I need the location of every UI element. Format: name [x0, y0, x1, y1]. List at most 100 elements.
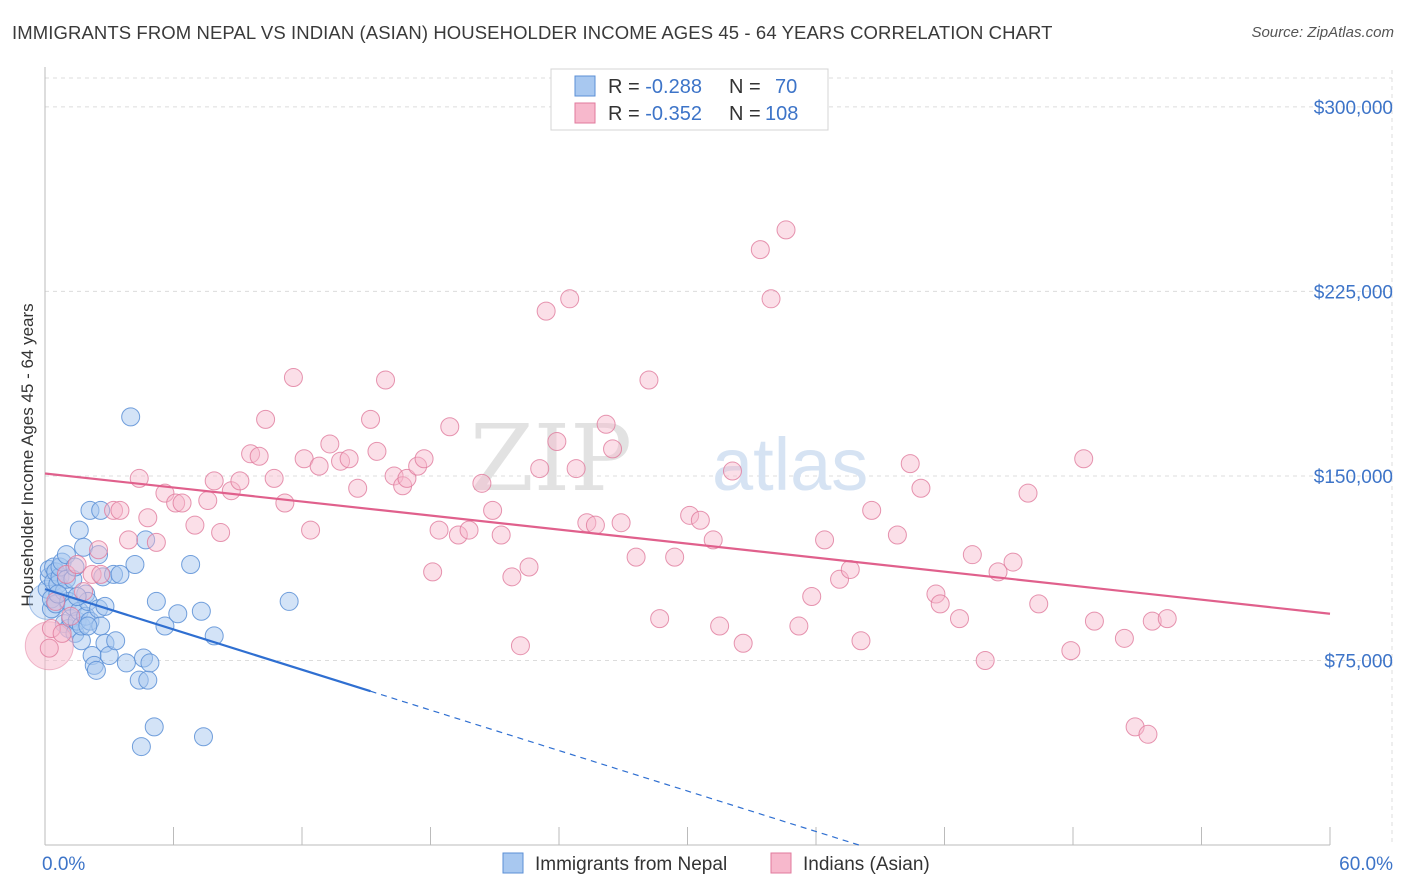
- data-point-indian: [483, 500, 503, 520]
- data-point-indian: [639, 370, 659, 390]
- legend-bottom-label-indian: Indians (Asian): [803, 854, 930, 875]
- data-point-nepal: [144, 717, 164, 737]
- data-point-indian: [52, 623, 72, 643]
- data-point-indian: [830, 569, 850, 589]
- data-point-indian: [119, 530, 139, 550]
- data-point-nepal: [110, 564, 130, 584]
- zipatlas-watermark: ZIP atlas: [470, 405, 868, 512]
- data-point-indian: [24, 621, 74, 671]
- data-point-indian: [887, 525, 907, 545]
- svg-text:R = -0.352: R = -0.352: [608, 103, 702, 125]
- data-point-nepal: [74, 537, 94, 557]
- data-point-nepal: [191, 601, 211, 621]
- data-point-indian: [429, 520, 449, 540]
- data-point-indian: [249, 446, 269, 466]
- source-credit: Source: ZipAtlas.com: [1251, 24, 1394, 41]
- data-point-indian: [862, 500, 882, 520]
- data-point-indian: [301, 520, 321, 540]
- y-tick-label: $300,000: [1314, 98, 1393, 119]
- data-point-indian: [110, 500, 130, 520]
- data-point-indian: [211, 523, 231, 543]
- legend-box: [550, 68, 829, 131]
- data-point-indian: [264, 468, 284, 488]
- data-point-indian: [1114, 628, 1134, 648]
- data-point-indian: [761, 289, 781, 309]
- data-point-indian: [776, 220, 796, 240]
- data-point-indian: [275, 493, 295, 513]
- y-tick-label: $75,000: [1324, 651, 1393, 672]
- data-point-indian: [39, 638, 59, 658]
- data-point-indian: [423, 562, 443, 582]
- data-point-indian: [230, 471, 250, 491]
- data-point-indian: [74, 582, 94, 602]
- watermark-zip: ZIP: [470, 405, 632, 512]
- data-point-indian: [926, 584, 946, 604]
- data-point-indian: [1029, 594, 1049, 614]
- data-point-indian: [348, 478, 368, 498]
- data-point-indian: [146, 532, 166, 552]
- data-point-indian: [91, 564, 111, 584]
- data-point-indian: [566, 459, 586, 479]
- data-point-indian: [510, 636, 530, 656]
- svg-text:N =: N =: [729, 103, 761, 125]
- data-point-indian: [536, 301, 556, 321]
- data-point-nepal: [131, 737, 151, 757]
- data-point-indian: [680, 505, 700, 525]
- data-point-indian: [750, 240, 770, 260]
- data-point-indian: [491, 525, 511, 545]
- data-point-indian: [802, 587, 822, 607]
- legend-bottom-swatch-indian: [770, 852, 792, 874]
- legend-bottom-swatch-nepal: [502, 852, 524, 874]
- legend-n-value-indian: 108: [765, 103, 798, 125]
- data-point-nepal: [193, 727, 213, 747]
- y-axis-label: Householder Income Ages 45 - 64 years: [18, 303, 37, 606]
- data-point-indian: [722, 461, 742, 481]
- data-point-indian: [1074, 449, 1094, 469]
- data-point-indian: [408, 456, 428, 476]
- data-point-indian: [367, 441, 387, 461]
- data-point-indian: [1061, 641, 1081, 661]
- data-point-indian: [67, 555, 87, 575]
- data-point-nepal: [95, 596, 115, 616]
- data-point-indian: [56, 564, 76, 584]
- data-point-indian: [930, 594, 950, 614]
- trend-line-indian: [44, 472, 1331, 615]
- data-point-indian: [815, 530, 835, 550]
- data-point-nepal: [140, 653, 160, 673]
- data-point-nepal: [86, 660, 106, 680]
- data-point-indian: [448, 525, 468, 545]
- data-point-nepal: [125, 555, 145, 575]
- data-point-indian: [294, 449, 314, 469]
- legend-swatch-indian: [574, 102, 596, 124]
- data-point-indian: [1138, 724, 1158, 744]
- data-point-nepal: [89, 545, 109, 565]
- data-point-indian: [530, 459, 550, 479]
- data-point-indian: [900, 454, 920, 474]
- data-point-indian: [626, 547, 646, 567]
- legend-r-label-indian: R =: [608, 103, 645, 125]
- data-point-indian: [789, 616, 809, 636]
- data-point-indian: [547, 432, 567, 452]
- correlation-legend: R = -0.288 N = 70 R = -0.352 N = 108: [550, 68, 829, 131]
- data-point-indian: [138, 508, 158, 528]
- legend-n-value-nepal: 70: [775, 76, 797, 98]
- trend-lines: [44, 472, 1331, 846]
- y-tick-label: $150,000: [1314, 467, 1393, 488]
- data-point-indian: [710, 616, 730, 636]
- data-point-indian: [560, 289, 580, 309]
- data-point-nepal: [146, 591, 166, 611]
- data-point-indian: [339, 449, 359, 469]
- chart-title: IMMIGRANTS FROM NEPAL VS INDIAN (ASIAN) …: [12, 22, 1053, 43]
- data-point-indian: [376, 370, 396, 390]
- data-point-indian: [166, 493, 186, 513]
- data-point-nepal: [279, 591, 299, 611]
- data-point-indian: [911, 478, 931, 498]
- data-point-indian: [104, 500, 124, 520]
- data-point-nepal: [168, 604, 188, 624]
- svg-text:N =: N =: [729, 76, 761, 98]
- data-point-indian: [519, 557, 539, 577]
- data-point-indian: [283, 368, 303, 388]
- data-point-indian: [962, 545, 982, 565]
- data-point-nepal: [69, 520, 89, 540]
- legend-r-value-indian: -0.352: [645, 103, 702, 125]
